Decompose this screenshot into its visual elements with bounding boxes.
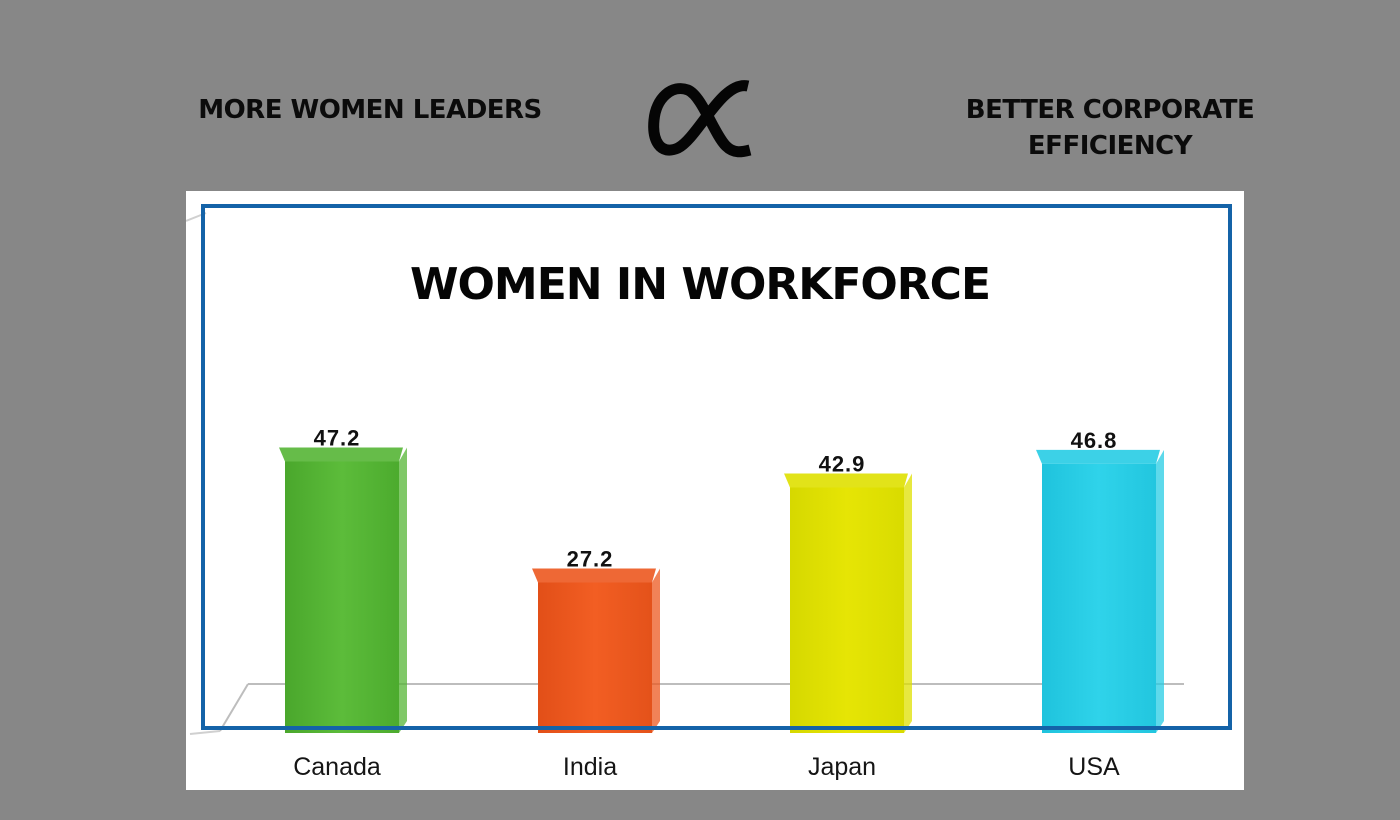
bar-front-india [538, 582, 652, 733]
bar-front-canada [285, 461, 399, 733]
bar-side-usa [1156, 449, 1164, 733]
proportional-to-icon [648, 80, 752, 158]
value-label-canada: 47.2 [314, 425, 361, 450]
bar-side-japan [904, 473, 912, 733]
bar-side-india [652, 568, 660, 733]
category-label-japan: Japan [808, 753, 876, 781]
bar-japan [784, 473, 912, 733]
category-labels-group: Canada India Japan USA [293, 753, 1120, 781]
chart-card: WOMEN IN WORKFORCE 47.2 27.2 42.9 46.8 Cana… [186, 191, 1244, 790]
chart-title: WOMEN IN WORKFORCE [410, 259, 990, 310]
bar-side-canada [399, 447, 407, 733]
value-labels-group: 47.2 27.2 42.9 46.8 [314, 425, 1118, 571]
bar-india [532, 568, 660, 733]
headline-left-text: MORE WOMEN LEADERS [198, 95, 542, 125]
bar-front-usa [1042, 463, 1156, 733]
bar-canada [279, 447, 407, 733]
headline-right-line1: BETTER CORPORATE [965, 95, 1255, 125]
bar-top-japan [784, 473, 908, 488]
headline-better-corporate-efficiency: BETTER CORPORATE EFFICIENCY [950, 92, 1270, 164]
value-label-japan: 42.9 [819, 451, 866, 476]
bar-top-usa [1036, 449, 1160, 464]
headline-right-line2: EFFICIENCY [1027, 131, 1193, 161]
headline-more-women-leaders: MORE WOMEN LEADERS [160, 92, 580, 128]
category-label-canada: Canada [293, 753, 381, 781]
bar-top-canada [279, 447, 403, 462]
value-label-usa: 46.8 [1071, 428, 1118, 453]
bar-top-india [532, 568, 656, 583]
value-label-india: 27.2 [567, 546, 614, 571]
bar-usa [1036, 449, 1164, 733]
bars-group [279, 447, 1164, 733]
category-label-usa: USA [1068, 753, 1120, 781]
chart-frame [201, 204, 1232, 730]
category-label-india: India [563, 753, 617, 781]
bar-front-japan [790, 487, 904, 733]
bar-chart: WOMEN IN WORKFORCE 47.2 27.2 42.9 46.8 Cana… [186, 204, 1232, 781]
